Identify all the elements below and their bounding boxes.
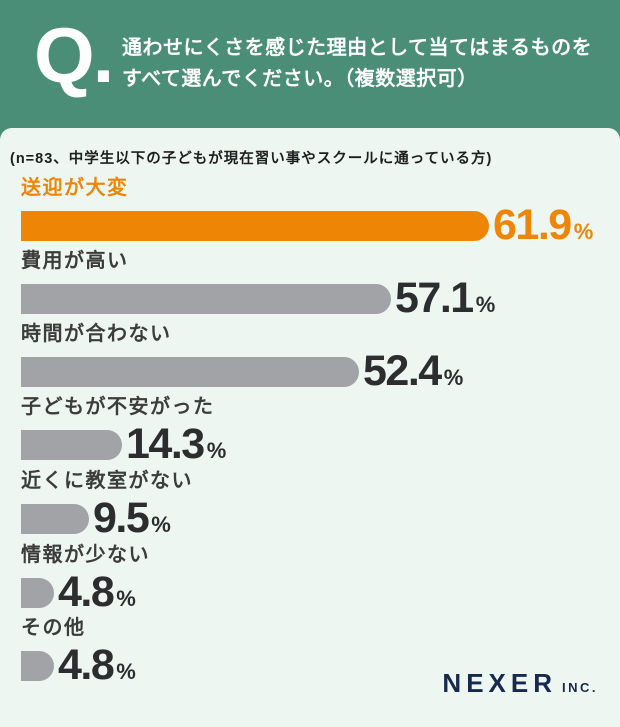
bar-value-unit: %: [151, 512, 171, 537]
bar-category-label: 時間が合わない: [21, 323, 172, 345]
bar-value: 14.3%: [126, 423, 226, 466]
bar-row: 52.4%: [21, 350, 463, 393]
bar-category-label: 費用が高い: [21, 250, 129, 272]
brand-name: NEXER: [442, 668, 557, 698]
bar: [21, 356, 359, 387]
bar: [21, 429, 122, 460]
bar-value: 61.9%: [493, 204, 593, 247]
bar-row: 4.8%: [21, 571, 136, 614]
bar-value: 4.8%: [58, 644, 136, 687]
bar-value-unit: %: [573, 219, 594, 244]
bar-category-label: 子どもが不安がった: [21, 396, 215, 418]
bar: [21, 650, 54, 681]
bar: [21, 283, 391, 314]
bar-group: 情報が少ない 4.8%: [21, 543, 620, 614]
question-header: Q. 通わせにくさを感じた理由として当てはまるものを すべて選んでください。（複…: [0, 0, 620, 128]
bar-value-number: 57.1: [395, 274, 474, 322]
question-line2: すべて選んでください。（複数選択可）: [122, 68, 478, 90]
bar-value-unit: %: [443, 365, 464, 390]
bar-group: 時間が合わない 52.4%: [21, 322, 620, 393]
brand-suffix: INC.: [562, 680, 598, 695]
bar-value-unit: %: [116, 659, 136, 684]
bar-row: 57.1%: [21, 277, 495, 320]
bar-value-number: 61.9: [493, 201, 572, 249]
question-text: 通わせにくさを感じた理由として当てはまるものを すべて選んでください。（複数選択…: [122, 33, 592, 95]
bar: [21, 210, 489, 241]
bar-value-unit: %: [116, 586, 136, 611]
bar-row: 14.3%: [21, 423, 226, 466]
sample-note: (n=83、中学生以下の子どもが現在習い事やスクールに通っている方): [10, 151, 493, 167]
bar-row: 9.5%: [21, 497, 171, 540]
question-line1: 通わせにくさを感じた理由として当てはまるものを: [122, 37, 593, 59]
bar-value-number: 52.4: [363, 347, 442, 395]
bar-value: 4.8%: [58, 571, 136, 614]
bar-value: 52.4%: [363, 350, 463, 393]
bar-group: 費用が高い 57.1%: [21, 249, 620, 320]
q-logo: Q.: [34, 11, 114, 99]
bar-row: 61.9%: [21, 204, 593, 247]
bar-category-label: 送迎が大変: [21, 177, 129, 199]
bar: [21, 577, 54, 608]
bar-value-number: 4.8: [58, 568, 115, 616]
bar-value: 9.5%: [93, 497, 171, 540]
bar-category-label: 近くに教室がない: [21, 470, 193, 492]
bar-category-label: 情報が少ない: [21, 544, 150, 566]
bar-value-number: 9.5: [93, 494, 150, 542]
bar-group: 送迎が大変 61.9%: [21, 176, 620, 247]
bar-group: 近くに教室がない 9.5%: [21, 469, 620, 540]
bar-value-unit: %: [475, 292, 496, 317]
chart-panel: (n=83、中学生以下の子どもが現在習い事やスクールに通っている方) 送迎が大変…: [0, 128, 620, 727]
bar-value: 57.1%: [395, 277, 495, 320]
bar-value-number: 4.8: [58, 641, 115, 689]
bar-group: その他 4.8%: [21, 616, 620, 687]
nexer-logo: NEXER INC.: [442, 668, 598, 699]
bar-value-unit: %: [206, 438, 227, 463]
bar-group: 子どもが不安がった 14.3%: [21, 395, 620, 466]
bar-row: 4.8%: [21, 644, 136, 687]
bar: [21, 503, 89, 534]
bar-value-number: 14.3: [126, 420, 205, 468]
bar-category-label: その他: [21, 617, 86, 639]
